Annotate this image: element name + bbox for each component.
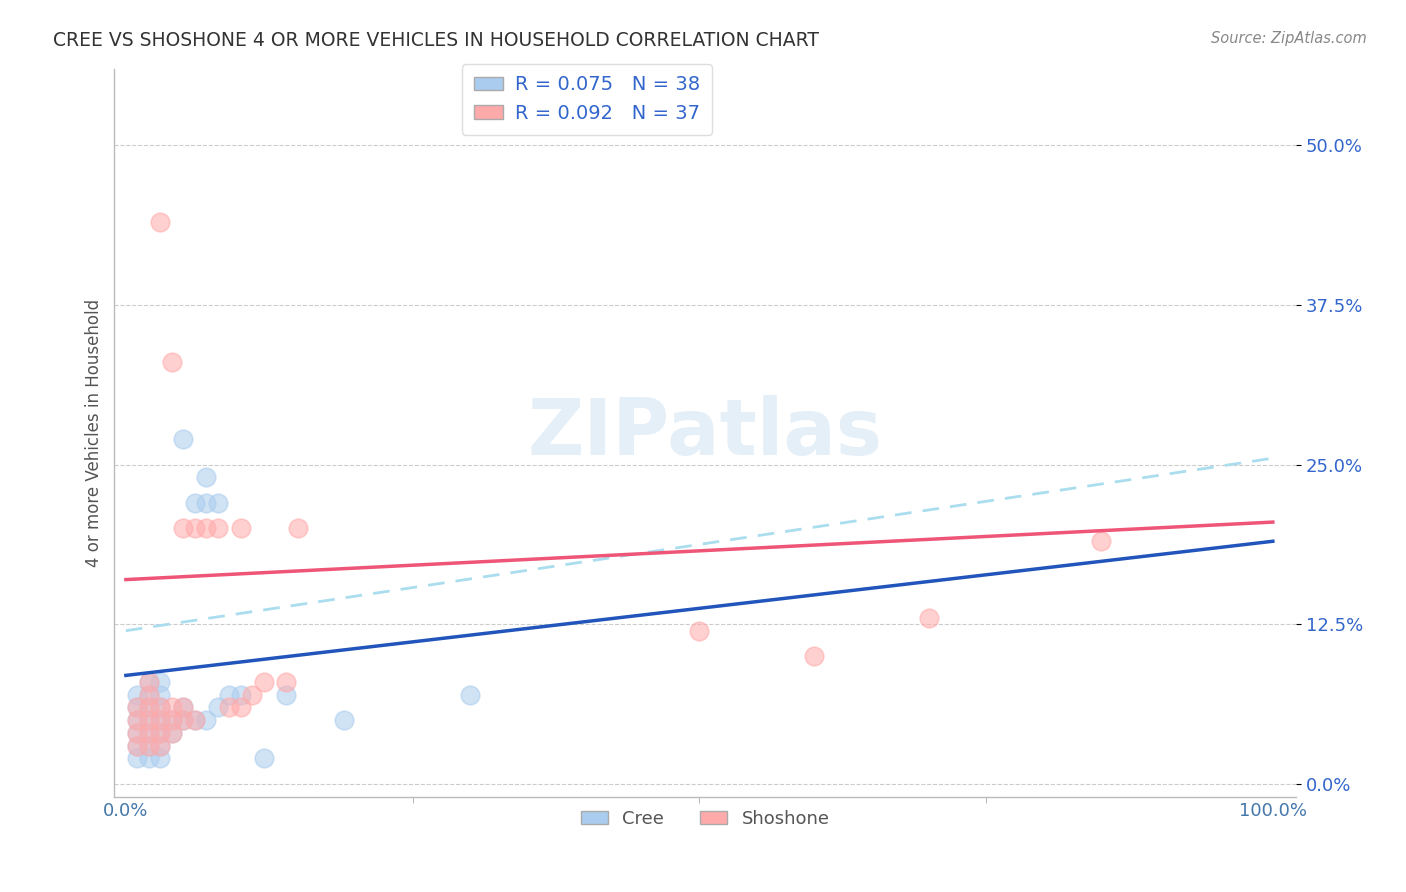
- Point: [149, 713, 172, 727]
- Point: [172, 713, 194, 727]
- Point: [127, 726, 149, 740]
- Text: ZIPatlas: ZIPatlas: [527, 394, 883, 471]
- Point: [149, 215, 172, 229]
- Point: [149, 700, 172, 714]
- Point: [252, 674, 274, 689]
- Point: [149, 726, 172, 740]
- Point: [229, 688, 252, 702]
- Point: [207, 521, 229, 535]
- Point: [160, 726, 183, 740]
- Point: [138, 726, 160, 740]
- Point: [127, 688, 149, 702]
- Point: [149, 688, 172, 702]
- Point: [127, 739, 149, 753]
- Point: [172, 700, 194, 714]
- Point: [138, 688, 160, 702]
- Point: [127, 726, 149, 740]
- Point: [458, 688, 481, 702]
- Point: [172, 521, 194, 535]
- Point: [149, 713, 172, 727]
- Point: [160, 713, 183, 727]
- Legend: Cree, Shoshone: Cree, Shoshone: [574, 803, 837, 835]
- Point: [138, 726, 160, 740]
- Point: [160, 713, 183, 727]
- Point: [138, 674, 160, 689]
- Point: [138, 700, 160, 714]
- Point: [172, 700, 194, 714]
- Point: [688, 624, 710, 638]
- Point: [183, 713, 205, 727]
- Point: [160, 700, 183, 714]
- Point: [207, 496, 229, 510]
- Point: [138, 739, 160, 753]
- Point: [218, 700, 240, 714]
- Y-axis label: 4 or more Vehicles in Household: 4 or more Vehicles in Household: [86, 299, 103, 566]
- Point: [183, 713, 205, 727]
- Point: [276, 688, 298, 702]
- Point: [149, 726, 172, 740]
- Point: [160, 355, 183, 369]
- Point: [276, 674, 298, 689]
- Point: [149, 674, 172, 689]
- Point: [195, 496, 218, 510]
- Point: [195, 521, 218, 535]
- Point: [229, 521, 252, 535]
- Point: [252, 751, 274, 765]
- Point: [138, 674, 160, 689]
- Point: [333, 713, 356, 727]
- Point: [149, 739, 172, 753]
- Point: [149, 739, 172, 753]
- Point: [138, 739, 160, 753]
- Point: [127, 700, 149, 714]
- Point: [240, 688, 263, 702]
- Point: [127, 713, 149, 727]
- Point: [218, 688, 240, 702]
- Point: [138, 700, 160, 714]
- Text: CREE VS SHOSHONE 4 OR MORE VEHICLES IN HOUSEHOLD CORRELATION CHART: CREE VS SHOSHONE 4 OR MORE VEHICLES IN H…: [53, 31, 820, 50]
- Point: [918, 611, 941, 625]
- Point: [183, 521, 205, 535]
- Point: [138, 688, 160, 702]
- Point: [207, 700, 229, 714]
- Point: [287, 521, 309, 535]
- Point: [127, 751, 149, 765]
- Point: [195, 470, 218, 484]
- Point: [149, 700, 172, 714]
- Text: Source: ZipAtlas.com: Source: ZipAtlas.com: [1211, 31, 1367, 46]
- Point: [127, 700, 149, 714]
- Point: [127, 713, 149, 727]
- Point: [803, 649, 825, 664]
- Point: [172, 713, 194, 727]
- Point: [127, 739, 149, 753]
- Point: [183, 496, 205, 510]
- Point: [1090, 534, 1112, 549]
- Point: [172, 432, 194, 446]
- Point: [149, 751, 172, 765]
- Point: [138, 751, 160, 765]
- Point: [138, 713, 160, 727]
- Point: [195, 713, 218, 727]
- Point: [160, 726, 183, 740]
- Point: [229, 700, 252, 714]
- Point: [138, 713, 160, 727]
